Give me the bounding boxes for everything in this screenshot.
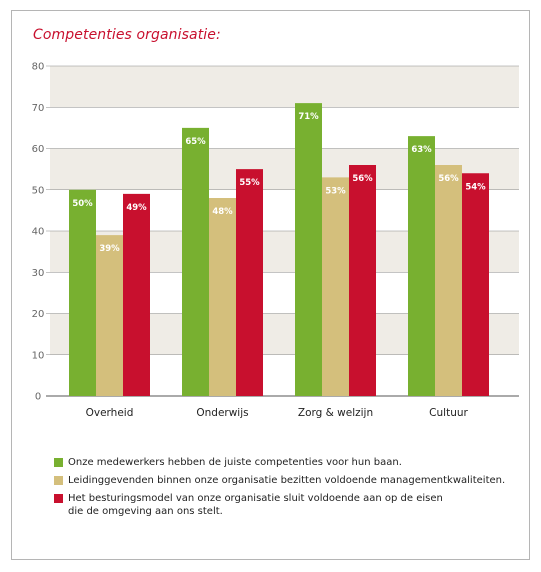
y-tick-label: 0 bbox=[35, 392, 41, 403]
y-tick-label: 10 bbox=[32, 350, 45, 361]
data-label: 54% bbox=[465, 182, 486, 192]
bar bbox=[236, 169, 263, 396]
bar bbox=[322, 177, 349, 396]
x-tick-label: Overheid bbox=[86, 407, 134, 419]
y-tick-label: 50 bbox=[32, 185, 45, 196]
y-tick-label: 30 bbox=[32, 268, 45, 279]
data-label: 71% bbox=[298, 112, 319, 122]
bar bbox=[182, 127, 209, 396]
x-tick-label: Cultuur bbox=[429, 407, 468, 419]
data-label: 55% bbox=[239, 178, 260, 188]
grid-band bbox=[50, 66, 519, 108]
data-label: 56% bbox=[438, 174, 459, 184]
y-tick-label: 70 bbox=[32, 103, 45, 114]
y-tick-label: 80 bbox=[32, 62, 45, 73]
y-tick-label: 20 bbox=[32, 309, 45, 320]
legend-swatch bbox=[54, 476, 63, 485]
chart-title: Competenties organisatie: bbox=[33, 27, 221, 43]
bar bbox=[96, 235, 123, 396]
data-label: 50% bbox=[72, 199, 93, 209]
y-tick-label: 60 bbox=[32, 144, 45, 155]
data-label: 53% bbox=[325, 186, 346, 196]
x-tick-label: Zorg & welzijn bbox=[298, 407, 373, 419]
bar bbox=[408, 136, 435, 396]
data-label: 49% bbox=[126, 203, 147, 213]
bar bbox=[435, 165, 462, 396]
data-label: 56% bbox=[352, 174, 373, 184]
bar bbox=[123, 193, 150, 396]
bar bbox=[209, 198, 236, 396]
legend-swatch bbox=[54, 494, 63, 503]
bar bbox=[462, 173, 489, 396]
x-tick-label: Onderwijs bbox=[196, 407, 248, 419]
bar bbox=[295, 103, 322, 396]
bar bbox=[349, 165, 376, 396]
legend-swatch bbox=[54, 458, 63, 467]
data-label: 63% bbox=[411, 145, 432, 155]
legend-label: Onze medewerkers hebben de juiste compet… bbox=[68, 457, 402, 468]
y-tick-label: 40 bbox=[32, 227, 45, 238]
legend-label: Leidinggevenden binnen onze organisatie … bbox=[68, 475, 506, 486]
data-label: 65% bbox=[185, 137, 206, 147]
data-label: 48% bbox=[212, 207, 233, 217]
bar bbox=[69, 189, 96, 396]
data-label: 39% bbox=[99, 244, 120, 254]
legend-label: Het besturingsmodel van onze organisatie… bbox=[68, 493, 443, 517]
